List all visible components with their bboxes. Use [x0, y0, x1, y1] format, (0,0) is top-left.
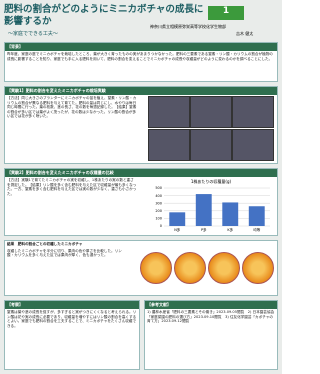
y-tick-label: 500	[155, 186, 162, 190]
pumpkin-photo	[208, 252, 240, 284]
heading: 【参考文献】	[145, 301, 277, 309]
body: 【方法】実験1で育てたミニカボチャの実を収穫し、1株あたりの実の数と重さを測定し…	[5, 177, 139, 197]
body: 1) 農林水産省「肥料の三要素とその働き」2023.09.05閲覧 2) 日本園…	[145, 309, 277, 325]
x-tick-label: N多	[174, 227, 181, 232]
author: 吉木 健太	[236, 31, 253, 37]
x-tick-label: K多	[227, 227, 233, 232]
y-tick-label: 200	[155, 209, 162, 213]
bar	[196, 194, 212, 226]
pumpkin-photo	[140, 252, 172, 284]
photo	[232, 96, 274, 128]
background-section: 【背景】 昨年度、家庭の庭でミニカボチャを栽培したところ、葉が大きく育ったものの…	[4, 42, 278, 82]
photo	[148, 129, 190, 161]
photo	[190, 129, 232, 161]
pumpkin-photo	[242, 252, 274, 284]
school: 神奈川県立相模原弥栄高等学校化学生物部	[150, 24, 226, 30]
discussion-section: 【考察】 窒素は葉や茎の成長を促すが、多すぎると実がつきにくくなると考えられる。…	[4, 300, 140, 370]
heading: 【実験1】肥料の割合を変えたミニカボチャの栽培実験	[5, 87, 277, 95]
heading: 結果 肥料の割合ごとの収穫したミニカボチャ	[5, 241, 277, 248]
x-tick-label: P多	[201, 227, 207, 232]
body: 窒素は葉や茎の成長を促すが、多すぎると実がつきにくくなると考えられる。リン酸は花…	[5, 309, 139, 329]
photo	[148, 96, 190, 128]
references-section: 【参考文献】 1) 農林水産省「肥料の三要素とその働き」2023.09.05閲覧…	[144, 300, 278, 370]
y-tick-label: 100	[155, 217, 162, 221]
subtitle: 〜家庭でできる工夫〜	[8, 30, 58, 37]
heading: 【考察】	[5, 301, 139, 309]
y-tick-label: 400	[155, 194, 162, 198]
heading: 【背景】	[5, 43, 277, 51]
bar	[249, 206, 265, 226]
body: 収穫したミニカボチャを半分に切り、果肉の色や厚さを比較した。リン酸・カリウムを多…	[5, 248, 129, 259]
photo	[190, 96, 232, 128]
y-tick-label: 0	[160, 224, 162, 228]
heading: 【実験2】肥料の割合を変えたミニカボチャの収穫量の比較	[5, 169, 277, 177]
pumpkin-photo	[174, 252, 206, 284]
bar	[169, 212, 185, 226]
photo	[232, 129, 274, 161]
body: 【方法】同じ大きさのプランターにミニカボチャの苗を植え、窒素・リン酸・カリウムの…	[5, 95, 139, 120]
bar	[222, 202, 238, 226]
y-tick-label: 300	[155, 201, 162, 205]
x-tick-label: 均等	[253, 227, 261, 232]
logo: 1	[208, 6, 244, 20]
bar-chart: 1株あたりの収穫量(g) 0 100 200 300 400 500 N多 P多 K多 均等	[148, 178, 274, 234]
chart-title: 1株あたりの収穫量(g)	[191, 178, 232, 184]
body: 昨年度、家庭の庭でミニカボチャを栽培したところ、葉が大きく育ったものの実があまり…	[5, 51, 277, 62]
poster: 肥料の割合がどのようにミニカボチャの成長に影響するか 〜家庭でできる工夫〜 1 …	[0, 0, 282, 374]
